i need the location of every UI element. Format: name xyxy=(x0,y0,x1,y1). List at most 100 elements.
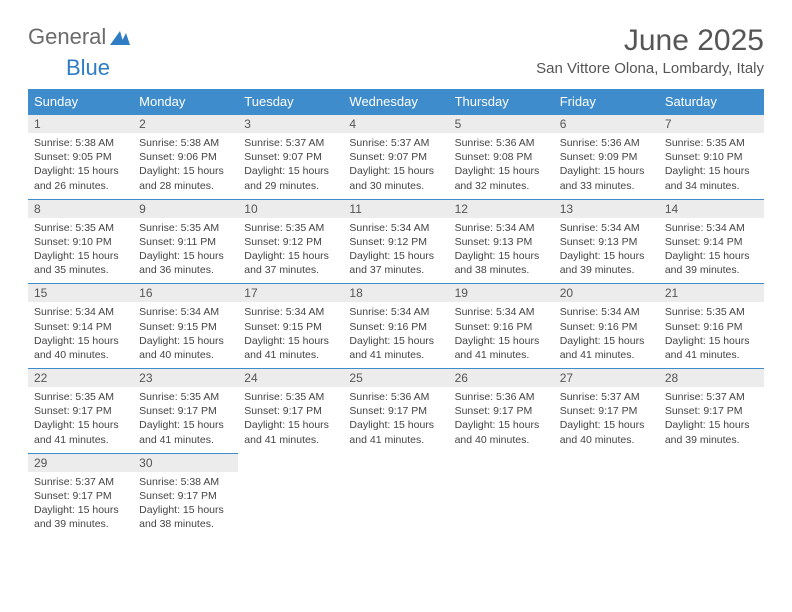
day-content: Sunrise: 5:38 AMSunset: 9:17 PMDaylight:… xyxy=(133,472,238,538)
daylight-line: Daylight: 15 hours and 40 minutes. xyxy=(560,418,653,446)
weekday-header: Sunday xyxy=(28,89,133,114)
calendar-row: 8Sunrise: 5:35 AMSunset: 9:10 PMDaylight… xyxy=(28,199,764,284)
calendar-cell: 17Sunrise: 5:34 AMSunset: 9:15 PMDayligh… xyxy=(238,283,343,368)
day-number: 30 xyxy=(133,453,238,472)
sunrise-line: Sunrise: 5:35 AM xyxy=(244,390,337,404)
day-number: 14 xyxy=(659,199,764,218)
calendar-cell: 29Sunrise: 5:37 AMSunset: 9:17 PMDayligh… xyxy=(28,453,133,538)
daylight-line: Daylight: 15 hours and 39 minutes. xyxy=(560,249,653,277)
day-content: Sunrise: 5:35 AMSunset: 9:17 PMDaylight:… xyxy=(238,387,343,453)
brand-word1: General xyxy=(28,24,106,50)
daylight-line: Daylight: 15 hours and 41 minutes. xyxy=(349,334,442,362)
day-number: 29 xyxy=(28,453,133,472)
day-content: Sunrise: 5:34 AMSunset: 9:16 PMDaylight:… xyxy=(449,302,554,368)
sunrise-line: Sunrise: 5:37 AM xyxy=(665,390,758,404)
sunrise-line: Sunrise: 5:38 AM xyxy=(34,136,127,150)
day-content: Sunrise: 5:37 AMSunset: 9:17 PMDaylight:… xyxy=(28,472,133,538)
day-content: Sunrise: 5:37 AMSunset: 9:17 PMDaylight:… xyxy=(659,387,764,453)
sunset-line: Sunset: 9:10 PM xyxy=(665,150,758,164)
sunset-line: Sunset: 9:16 PM xyxy=(665,320,758,334)
daylight-line: Daylight: 15 hours and 41 minutes. xyxy=(34,418,127,446)
calendar-cell: 21Sunrise: 5:35 AMSunset: 9:16 PMDayligh… xyxy=(659,283,764,368)
calendar-cell: 22Sunrise: 5:35 AMSunset: 9:17 PMDayligh… xyxy=(28,368,133,453)
daylight-line: Daylight: 15 hours and 34 minutes. xyxy=(665,164,758,192)
day-content: Sunrise: 5:36 AMSunset: 9:09 PMDaylight:… xyxy=(554,133,659,199)
calendar-cell: 11Sunrise: 5:34 AMSunset: 9:12 PMDayligh… xyxy=(343,199,448,284)
calendar-cell: 26Sunrise: 5:36 AMSunset: 9:17 PMDayligh… xyxy=(449,368,554,453)
sunrise-line: Sunrise: 5:35 AM xyxy=(139,390,232,404)
calendar-cell: 16Sunrise: 5:34 AMSunset: 9:15 PMDayligh… xyxy=(133,283,238,368)
sunrise-line: Sunrise: 5:37 AM xyxy=(244,136,337,150)
daylight-line: Daylight: 15 hours and 30 minutes. xyxy=(349,164,442,192)
day-content: Sunrise: 5:35 AMSunset: 9:16 PMDaylight:… xyxy=(659,302,764,368)
sunrise-line: Sunrise: 5:35 AM xyxy=(34,221,127,235)
daylight-line: Daylight: 15 hours and 39 minutes. xyxy=(34,503,127,531)
day-content: Sunrise: 5:34 AMSunset: 9:15 PMDaylight:… xyxy=(238,302,343,368)
daylight-line: Daylight: 15 hours and 40 minutes. xyxy=(34,334,127,362)
sunrise-line: Sunrise: 5:34 AM xyxy=(34,305,127,319)
daylight-line: Daylight: 15 hours and 35 minutes. xyxy=(34,249,127,277)
daylight-line: Daylight: 15 hours and 39 minutes. xyxy=(665,418,758,446)
sunrise-line: Sunrise: 5:37 AM xyxy=(34,475,127,489)
sunset-line: Sunset: 9:08 PM xyxy=(455,150,548,164)
day-content: Sunrise: 5:35 AMSunset: 9:17 PMDaylight:… xyxy=(133,387,238,453)
flag-icon xyxy=(110,29,130,45)
sunrise-line: Sunrise: 5:35 AM xyxy=(665,136,758,150)
sunset-line: Sunset: 9:11 PM xyxy=(139,235,232,249)
calendar-cell: 5Sunrise: 5:36 AMSunset: 9:08 PMDaylight… xyxy=(449,114,554,199)
sunset-line: Sunset: 9:10 PM xyxy=(34,235,127,249)
month-title: June 2025 xyxy=(536,24,764,58)
sunset-line: Sunset: 9:16 PM xyxy=(560,320,653,334)
daylight-line: Daylight: 15 hours and 41 minutes. xyxy=(244,418,337,446)
day-content: Sunrise: 5:36 AMSunset: 9:17 PMDaylight:… xyxy=(343,387,448,453)
brand-word2: Blue xyxy=(66,55,110,80)
day-number: 7 xyxy=(659,114,764,133)
day-content: Sunrise: 5:34 AMSunset: 9:14 PMDaylight:… xyxy=(659,218,764,284)
sunrise-line: Sunrise: 5:35 AM xyxy=(244,221,337,235)
calendar-cell: 12Sunrise: 5:34 AMSunset: 9:13 PMDayligh… xyxy=(449,199,554,284)
sunset-line: Sunset: 9:17 PM xyxy=(139,404,232,418)
day-number: 5 xyxy=(449,114,554,133)
day-number: 18 xyxy=(343,283,448,302)
day-number: 1 xyxy=(28,114,133,133)
daylight-line: Daylight: 15 hours and 36 minutes. xyxy=(139,249,232,277)
sunrise-line: Sunrise: 5:35 AM xyxy=(139,221,232,235)
calendar-cell xyxy=(238,453,343,538)
day-number: 16 xyxy=(133,283,238,302)
day-content: Sunrise: 5:35 AMSunset: 9:11 PMDaylight:… xyxy=(133,218,238,284)
sunset-line: Sunset: 9:16 PM xyxy=(455,320,548,334)
calendar-cell: 10Sunrise: 5:35 AMSunset: 9:12 PMDayligh… xyxy=(238,199,343,284)
weekday-header: Friday xyxy=(554,89,659,114)
daylight-line: Daylight: 15 hours and 41 minutes. xyxy=(665,334,758,362)
day-content: Sunrise: 5:36 AMSunset: 9:17 PMDaylight:… xyxy=(449,387,554,453)
day-content: Sunrise: 5:34 AMSunset: 9:13 PMDaylight:… xyxy=(449,218,554,284)
day-number: 9 xyxy=(133,199,238,218)
day-content: Sunrise: 5:34 AMSunset: 9:16 PMDaylight:… xyxy=(554,302,659,368)
day-number: 28 xyxy=(659,368,764,387)
calendar-cell: 25Sunrise: 5:36 AMSunset: 9:17 PMDayligh… xyxy=(343,368,448,453)
weekday-header: Saturday xyxy=(659,89,764,114)
day-content: Sunrise: 5:34 AMSunset: 9:16 PMDaylight:… xyxy=(343,302,448,368)
daylight-line: Daylight: 15 hours and 26 minutes. xyxy=(34,164,127,192)
day-number: 12 xyxy=(449,199,554,218)
sunrise-line: Sunrise: 5:36 AM xyxy=(455,136,548,150)
daylight-line: Daylight: 15 hours and 41 minutes. xyxy=(560,334,653,362)
sunrise-line: Sunrise: 5:34 AM xyxy=(349,305,442,319)
sunrise-line: Sunrise: 5:34 AM xyxy=(560,305,653,319)
calendar-cell xyxy=(449,453,554,538)
calendar-row: 15Sunrise: 5:34 AMSunset: 9:14 PMDayligh… xyxy=(28,283,764,368)
day-content: Sunrise: 5:38 AMSunset: 9:06 PMDaylight:… xyxy=(133,133,238,199)
sunrise-line: Sunrise: 5:37 AM xyxy=(560,390,653,404)
weekday-header: Monday xyxy=(133,89,238,114)
sunrise-line: Sunrise: 5:37 AM xyxy=(349,136,442,150)
daylight-line: Daylight: 15 hours and 29 minutes. xyxy=(244,164,337,192)
sunrise-line: Sunrise: 5:35 AM xyxy=(665,305,758,319)
sunset-line: Sunset: 9:17 PM xyxy=(349,404,442,418)
sunset-line: Sunset: 9:17 PM xyxy=(34,489,127,503)
sunset-line: Sunset: 9:17 PM xyxy=(244,404,337,418)
day-content: Sunrise: 5:34 AMSunset: 9:14 PMDaylight:… xyxy=(28,302,133,368)
calendar-cell: 13Sunrise: 5:34 AMSunset: 9:13 PMDayligh… xyxy=(554,199,659,284)
sunset-line: Sunset: 9:07 PM xyxy=(349,150,442,164)
sunset-line: Sunset: 9:15 PM xyxy=(139,320,232,334)
sunrise-line: Sunrise: 5:38 AM xyxy=(139,136,232,150)
